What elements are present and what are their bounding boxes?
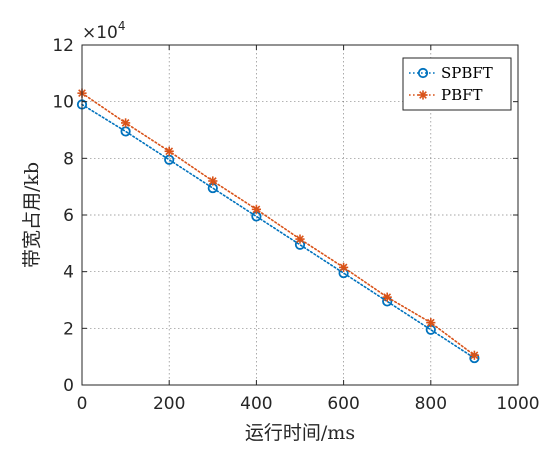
data-point-pbft	[426, 318, 436, 328]
asterisk-stroke	[252, 205, 261, 214]
x-axis-label: 运行时间/ms	[245, 422, 355, 444]
y-tick-label: 4	[63, 263, 74, 283]
x-tick-label: 600	[327, 394, 359, 414]
asterisk-stroke	[296, 235, 304, 243]
series-line-pbft	[81, 92, 476, 357]
y-tick-label: 2	[63, 319, 74, 339]
asterisk-stroke	[426, 318, 435, 327]
x-tick-label: 200	[153, 394, 185, 414]
data-point-pbft	[469, 350, 479, 360]
axis-ticks: 0 200 400 600 800 1000 0 2 4 6 8 10 12	[52, 36, 539, 414]
y-axis-label: 带宽占用/kb	[21, 162, 43, 268]
data-point-pbft	[164, 146, 174, 156]
asterisk-stroke	[165, 147, 174, 156]
legend-label-pbft: PBFT	[441, 86, 483, 104]
data-point-pbft	[382, 292, 392, 302]
data-point-pbft	[339, 262, 349, 273]
legend-box	[402, 57, 512, 111]
data-point-pbft	[208, 176, 218, 186]
legend-item-pbft: PBFT	[409, 86, 483, 104]
y-exponent-base: ×10	[82, 23, 118, 43]
y-exponent-power: 4	[118, 19, 126, 33]
data-point-pbft	[251, 204, 261, 214]
asterisk-stroke	[339, 263, 348, 272]
asterisk-stroke	[470, 351, 479, 360]
y-tick-label: 10	[52, 93, 74, 113]
y-tick-label: 6	[63, 206, 74, 226]
legend-marker-spbft	[417, 67, 429, 79]
x-tick-label: 1000	[496, 394, 539, 414]
y-tick-label: 12	[52, 36, 74, 56]
legend: SPBFT PBFT	[402, 57, 512, 111]
y-axis-exponent: ×104	[82, 19, 126, 43]
data-point-pbft	[121, 118, 131, 128]
series-line-spbft	[81, 103, 476, 359]
y-tick-label: 8	[63, 149, 74, 169]
asterisk-stroke	[121, 119, 130, 127]
data-point-pbft	[295, 234, 305, 244]
legend-label-spbft: SPBFT	[441, 64, 493, 82]
asterisk-stroke	[208, 177, 217, 185]
y-tick-label: 0	[63, 376, 74, 396]
asterisk-stroke	[419, 91, 427, 99]
x-tick-label: 400	[240, 394, 272, 414]
x-tick-label: 0	[77, 394, 88, 414]
x-tick-label: 800	[415, 394, 447, 414]
legend-marker-pbft	[418, 90, 428, 100]
legend-item-spbft: SPBFT	[409, 64, 493, 82]
asterisk-stroke	[383, 293, 392, 302]
